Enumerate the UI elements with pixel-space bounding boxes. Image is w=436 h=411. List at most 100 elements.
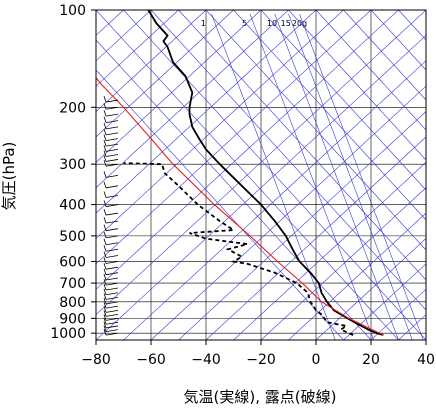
wind-barb-shaft	[105, 329, 119, 332]
wind-barb-flag	[103, 283, 107, 291]
skewed-isotherm	[96, 10, 234, 138]
wind-barb-flag	[103, 257, 107, 264]
wind-barb-shaft	[105, 175, 119, 178]
wind-barb-shaft	[105, 282, 119, 286]
wind-barb-shaft	[105, 272, 119, 276]
wind-barb-shaft	[105, 277, 119, 281]
temperature-line	[147, 10, 384, 336]
mixing-ratio-label: 5	[242, 19, 247, 28]
adiabat-line	[315, 10, 426, 131]
wind-barb-shaft	[105, 113, 119, 117]
tick-label-layer: −80 −60 −40 −20 0 20 40 100 200 300 400 500 600 700 80…	[50, 3, 435, 368]
wind-barb-flag	[103, 134, 107, 141]
adiabat-line	[233, 10, 426, 221]
x-axis-label: 気温(実線), 露点(破線)	[184, 388, 337, 406]
wind-barb-flag	[103, 268, 107, 275]
wind-barb-shaft	[105, 228, 119, 232]
wind-barb-flag	[103, 238, 107, 245]
skewed-line-layer	[96, 10, 426, 340]
wind-barb-shaft	[105, 332, 119, 336]
adiabat-line	[96, 39, 372, 340]
wind-barb-shaft	[105, 321, 119, 325]
y-tick-label: 100	[59, 3, 86, 19]
wind-barb-flag	[103, 200, 107, 207]
wind-barb-flag	[103, 208, 107, 216]
wind-barb-shaft	[105, 255, 119, 258]
adiabat-line	[150, 10, 426, 311]
wind-barb-shaft	[105, 235, 119, 239]
wind-barb-flag	[103, 302, 107, 309]
wind-barb-flag	[103, 263, 107, 270]
y-tick-label: 300	[59, 157, 86, 173]
x-tick-label: 20	[362, 352, 380, 368]
wind-barb-flag	[103, 273, 107, 281]
wind-barb-flag	[103, 310, 107, 317]
wind-barb-flag	[103, 293, 107, 300]
wind-barb-flag	[103, 95, 107, 103]
wind-barb-shaft	[105, 305, 119, 309]
mixing-ratio-label: 15	[281, 19, 291, 28]
wind-barb-shaft	[105, 287, 119, 291]
wind-barb-shaft	[105, 195, 119, 198]
wind-barb-flag	[103, 329, 107, 336]
wind-barb-shaft	[105, 106, 119, 110]
wind-barb-shaft	[105, 120, 119, 124]
wind-barb-flag	[103, 306, 107, 313]
adiabat-line	[288, 10, 426, 161]
wind-barb-shaft	[105, 261, 119, 264]
y-axis-label: 気圧(hPa)	[0, 142, 18, 211]
wind-barb-shaft	[105, 314, 119, 317]
wind-barb-flag	[103, 181, 107, 188]
wind-barb-flag	[103, 150, 107, 157]
mixing-ratio-line	[288, 13, 413, 340]
mixing-ratio-label: 1	[201, 19, 206, 28]
x-tick-label: 0	[312, 352, 321, 368]
wind-barb-shaft	[105, 266, 119, 270]
adiabat-line	[96, 10, 399, 340]
y-tick-label: 500	[59, 229, 86, 245]
skewed-isotherm	[233, 161, 426, 340]
x-tick-label: 40	[417, 352, 435, 368]
wind-barb-flag	[103, 216, 107, 224]
skewed-isotherm	[425, 339, 426, 340]
wind-barb-shaft	[105, 242, 119, 246]
y-tick-label: 800	[59, 295, 86, 311]
mixing-ratio-line	[274, 13, 399, 340]
wind-barb-flag	[103, 245, 107, 252]
wind-barb-flag	[103, 224, 107, 231]
adiabat-line	[205, 10, 426, 251]
mixing-ratio-line	[211, 13, 336, 340]
wind-barb-flag	[103, 314, 107, 321]
wind-barb-flag	[103, 128, 107, 135]
wind-barb-shaft	[105, 296, 119, 300]
parcel-line	[96, 77, 384, 336]
y-tick-label: 200	[59, 100, 86, 116]
adiabat-line	[343, 10, 426, 101]
wind-barb-flag	[103, 278, 107, 286]
wind-barb-shaft	[105, 185, 119, 189]
series-layer	[96, 10, 384, 336]
wind-barb-shaft	[105, 143, 119, 147]
adiabat-line	[96, 69, 344, 340]
adiabat-line	[178, 10, 426, 281]
wind-barb-flag	[103, 103, 107, 110]
wind-barb-flag	[103, 297, 107, 304]
wind-barb-shaft	[105, 159, 119, 162]
y-tick-label: 1000	[50, 326, 86, 342]
wind-barb-layer	[103, 95, 119, 336]
adiabat-line	[123, 10, 426, 340]
y-tick-label: 600	[59, 254, 86, 270]
wind-barb-shaft	[105, 138, 119, 141]
wind-barb-flag	[103, 191, 107, 198]
wind-barb-shaft	[105, 132, 119, 136]
wind-barb-flag	[103, 325, 107, 332]
wind-barb-flag	[103, 288, 107, 295]
wind-barb-shaft	[105, 309, 119, 313]
wind-barb-shaft	[105, 212, 119, 216]
wind-barb-flag	[103, 139, 107, 147]
wind-barb-flag	[103, 160, 107, 167]
wind-barb-shaft	[105, 301, 119, 305]
wind-barb-flag	[103, 251, 107, 258]
wind-barb-shaft	[105, 204, 119, 207]
